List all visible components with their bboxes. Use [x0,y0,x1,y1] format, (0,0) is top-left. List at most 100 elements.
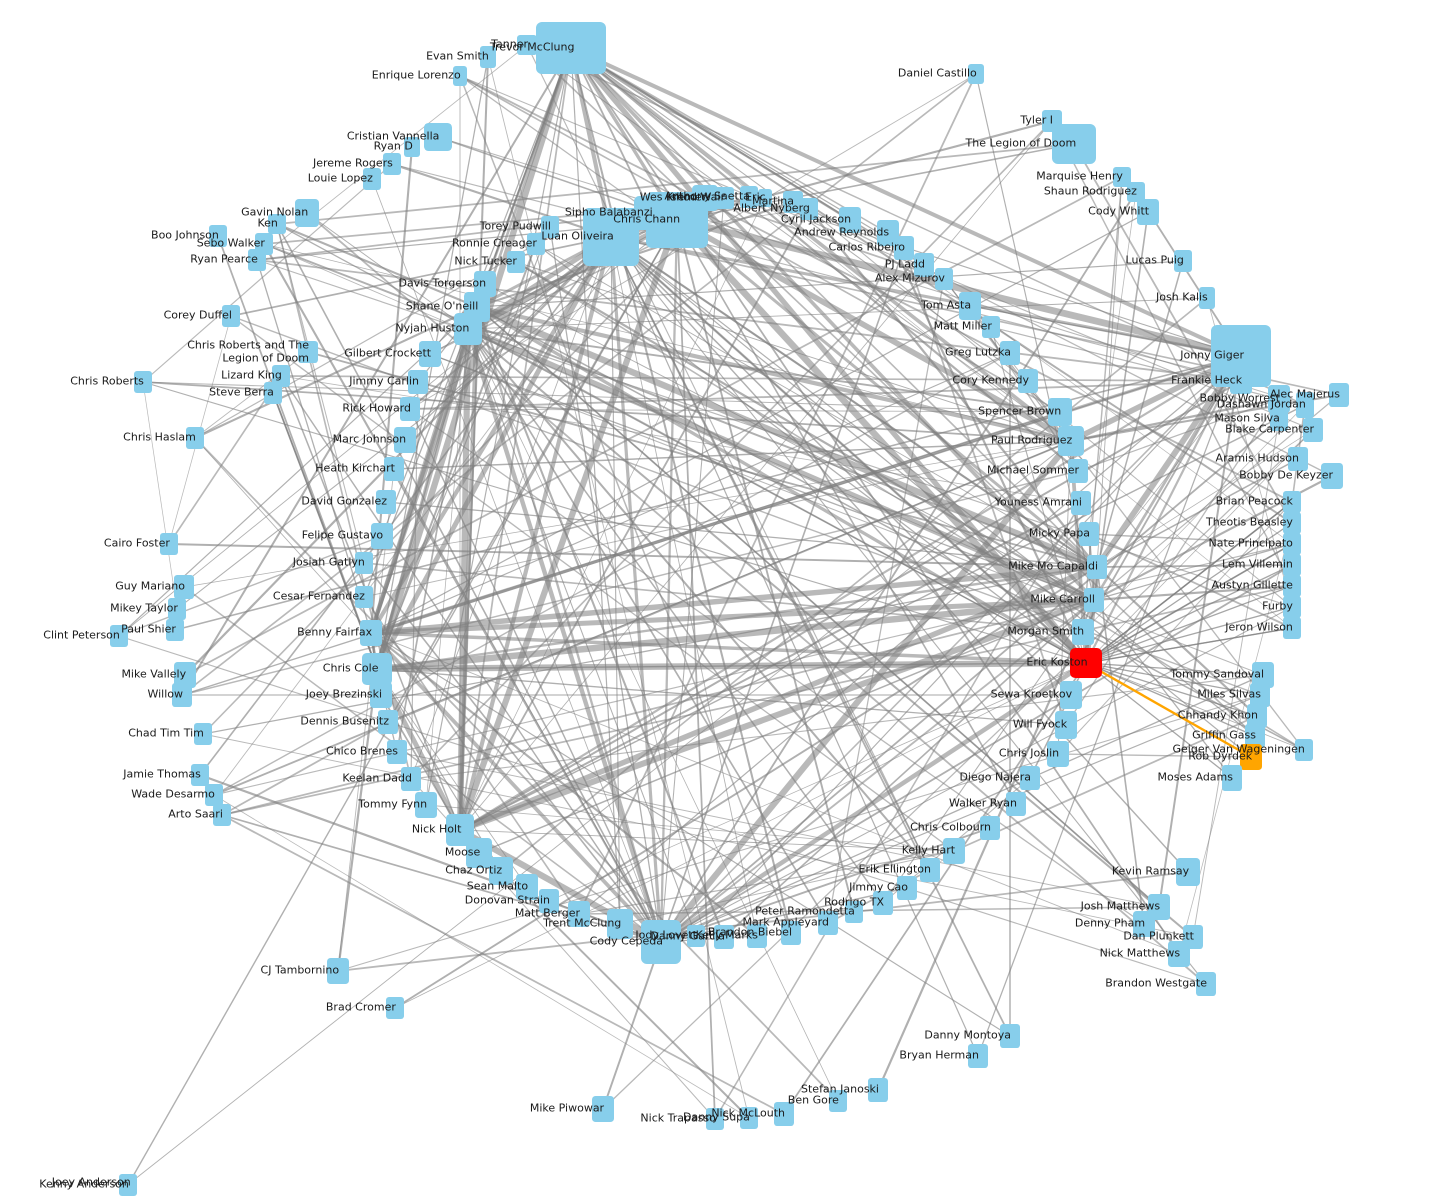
graph-node[interactable] [360,620,382,646]
graph-node[interactable] [370,682,392,708]
graph-node[interactable] [1199,287,1215,309]
graph-node[interactable] [1268,385,1290,413]
graph-node[interactable] [371,523,393,549]
graph-node[interactable] [480,46,496,68]
graph-node[interactable] [394,427,416,453]
graph-node[interactable] [1000,1024,1020,1048]
graph-node[interactable] [327,958,349,984]
graph-node[interactable] [160,533,178,555]
graph-node[interactable] [897,876,917,900]
graph-node[interactable] [1018,369,1038,393]
graph-node[interactable] [454,313,482,345]
graph-node[interactable] [980,816,1000,840]
graph-node[interactable] [134,371,152,393]
graph-node[interactable] [408,370,428,394]
graph-node[interactable] [829,1090,847,1112]
graph-node[interactable] [400,397,420,421]
graph-node[interactable] [1283,554,1301,576]
graph-node[interactable] [1006,792,1026,816]
graph-node[interactable] [264,382,282,404]
graph-node[interactable] [1133,911,1155,937]
graph-node[interactable] [1087,555,1107,579]
graph-node[interactable] [968,64,984,84]
graph-node[interactable] [1127,182,1145,202]
graph-node[interactable] [1137,199,1159,225]
graph-node[interactable] [758,189,772,207]
graph-node[interactable] [383,153,401,175]
graph-node[interactable] [378,710,398,734]
graph-node[interactable] [1058,426,1084,456]
graph-node[interactable] [583,208,639,266]
graph-node[interactable] [424,123,452,151]
graph-node[interactable] [541,216,559,238]
graph-node[interactable] [1048,398,1072,426]
graph-node[interactable] [1052,124,1096,164]
graph-node[interactable] [1113,167,1131,187]
graph-node[interactable] [687,925,705,947]
graph-node[interactable] [920,858,940,882]
graph-node[interactable] [1222,765,1242,791]
graph-node[interactable] [363,168,381,190]
graph-node[interactable] [1245,724,1265,748]
graph-node[interactable] [384,457,404,481]
graph-node[interactable] [222,305,240,327]
graph-node[interactable] [168,598,186,620]
graph-node[interactable] [1071,491,1091,515]
graph-node[interactable] [1270,407,1288,431]
graph-node[interactable] [1283,596,1301,618]
graph-node[interactable] [592,1096,614,1122]
graph-node[interactable] [453,66,467,86]
graph-node[interactable] [692,185,718,211]
graph-node[interactable] [1168,941,1190,967]
graph-node[interactable] [1084,588,1104,612]
graph-node[interactable] [1283,575,1301,597]
graph-node[interactable] [248,249,266,271]
graph-node[interactable] [516,874,538,900]
graph-node[interactable] [1252,662,1274,688]
graph-node[interactable] [839,207,861,233]
graph-node[interactable] [747,924,767,948]
graph-node[interactable] [1240,744,1262,770]
graph-node[interactable] [1288,447,1308,471]
graph-node[interactable] [186,427,204,449]
graph-node[interactable] [213,804,231,826]
graph-node[interactable] [868,1078,888,1102]
graph-node[interactable] [123,1174,137,1192]
graph-node[interactable] [783,191,803,213]
graph-node[interactable] [194,723,212,745]
graph-node[interactable] [362,653,392,685]
graph-node[interactable] [376,490,396,514]
graph-node[interactable] [1047,741,1069,767]
graph-node[interactable] [1176,858,1200,886]
graph-node[interactable] [209,225,227,247]
graph-node[interactable] [1321,463,1343,489]
graph-node[interactable] [401,767,421,791]
graph-node[interactable] [355,586,373,608]
graph-node[interactable] [474,271,496,297]
graph-node[interactable] [295,199,319,227]
graph-node[interactable] [1068,459,1088,483]
graph-node[interactable] [1020,766,1040,790]
graph-node[interactable] [982,316,1000,338]
graph-node[interactable] [1296,392,1314,418]
graph-node[interactable] [1230,368,1252,394]
graph-node[interactable] [172,683,192,707]
graph-node[interactable] [1295,739,1313,761]
graph-node[interactable] [387,740,407,764]
graph-node[interactable] [781,921,801,945]
graph-node[interactable] [1283,617,1301,639]
graph-node[interactable] [110,625,128,647]
graph-node[interactable] [1303,418,1323,442]
graph-node[interactable] [714,187,734,209]
graph-node[interactable] [355,552,373,574]
graph-node[interactable] [166,619,184,641]
graph-node[interactable] [959,292,981,320]
graph-node[interactable] [873,891,893,915]
graph-node[interactable] [507,251,525,273]
graph-node[interactable] [174,575,194,599]
graph-node[interactable] [774,1102,794,1126]
graph-node[interactable] [539,889,559,913]
graph-node[interactable] [818,911,838,935]
graph-node[interactable] [641,920,681,964]
graph-node[interactable] [706,1108,724,1130]
